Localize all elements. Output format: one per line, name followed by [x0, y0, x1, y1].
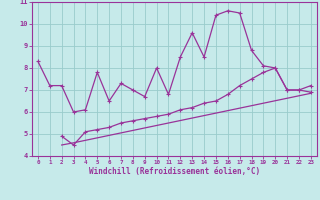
X-axis label: Windchill (Refroidissement éolien,°C): Windchill (Refroidissement éolien,°C)	[89, 167, 260, 176]
